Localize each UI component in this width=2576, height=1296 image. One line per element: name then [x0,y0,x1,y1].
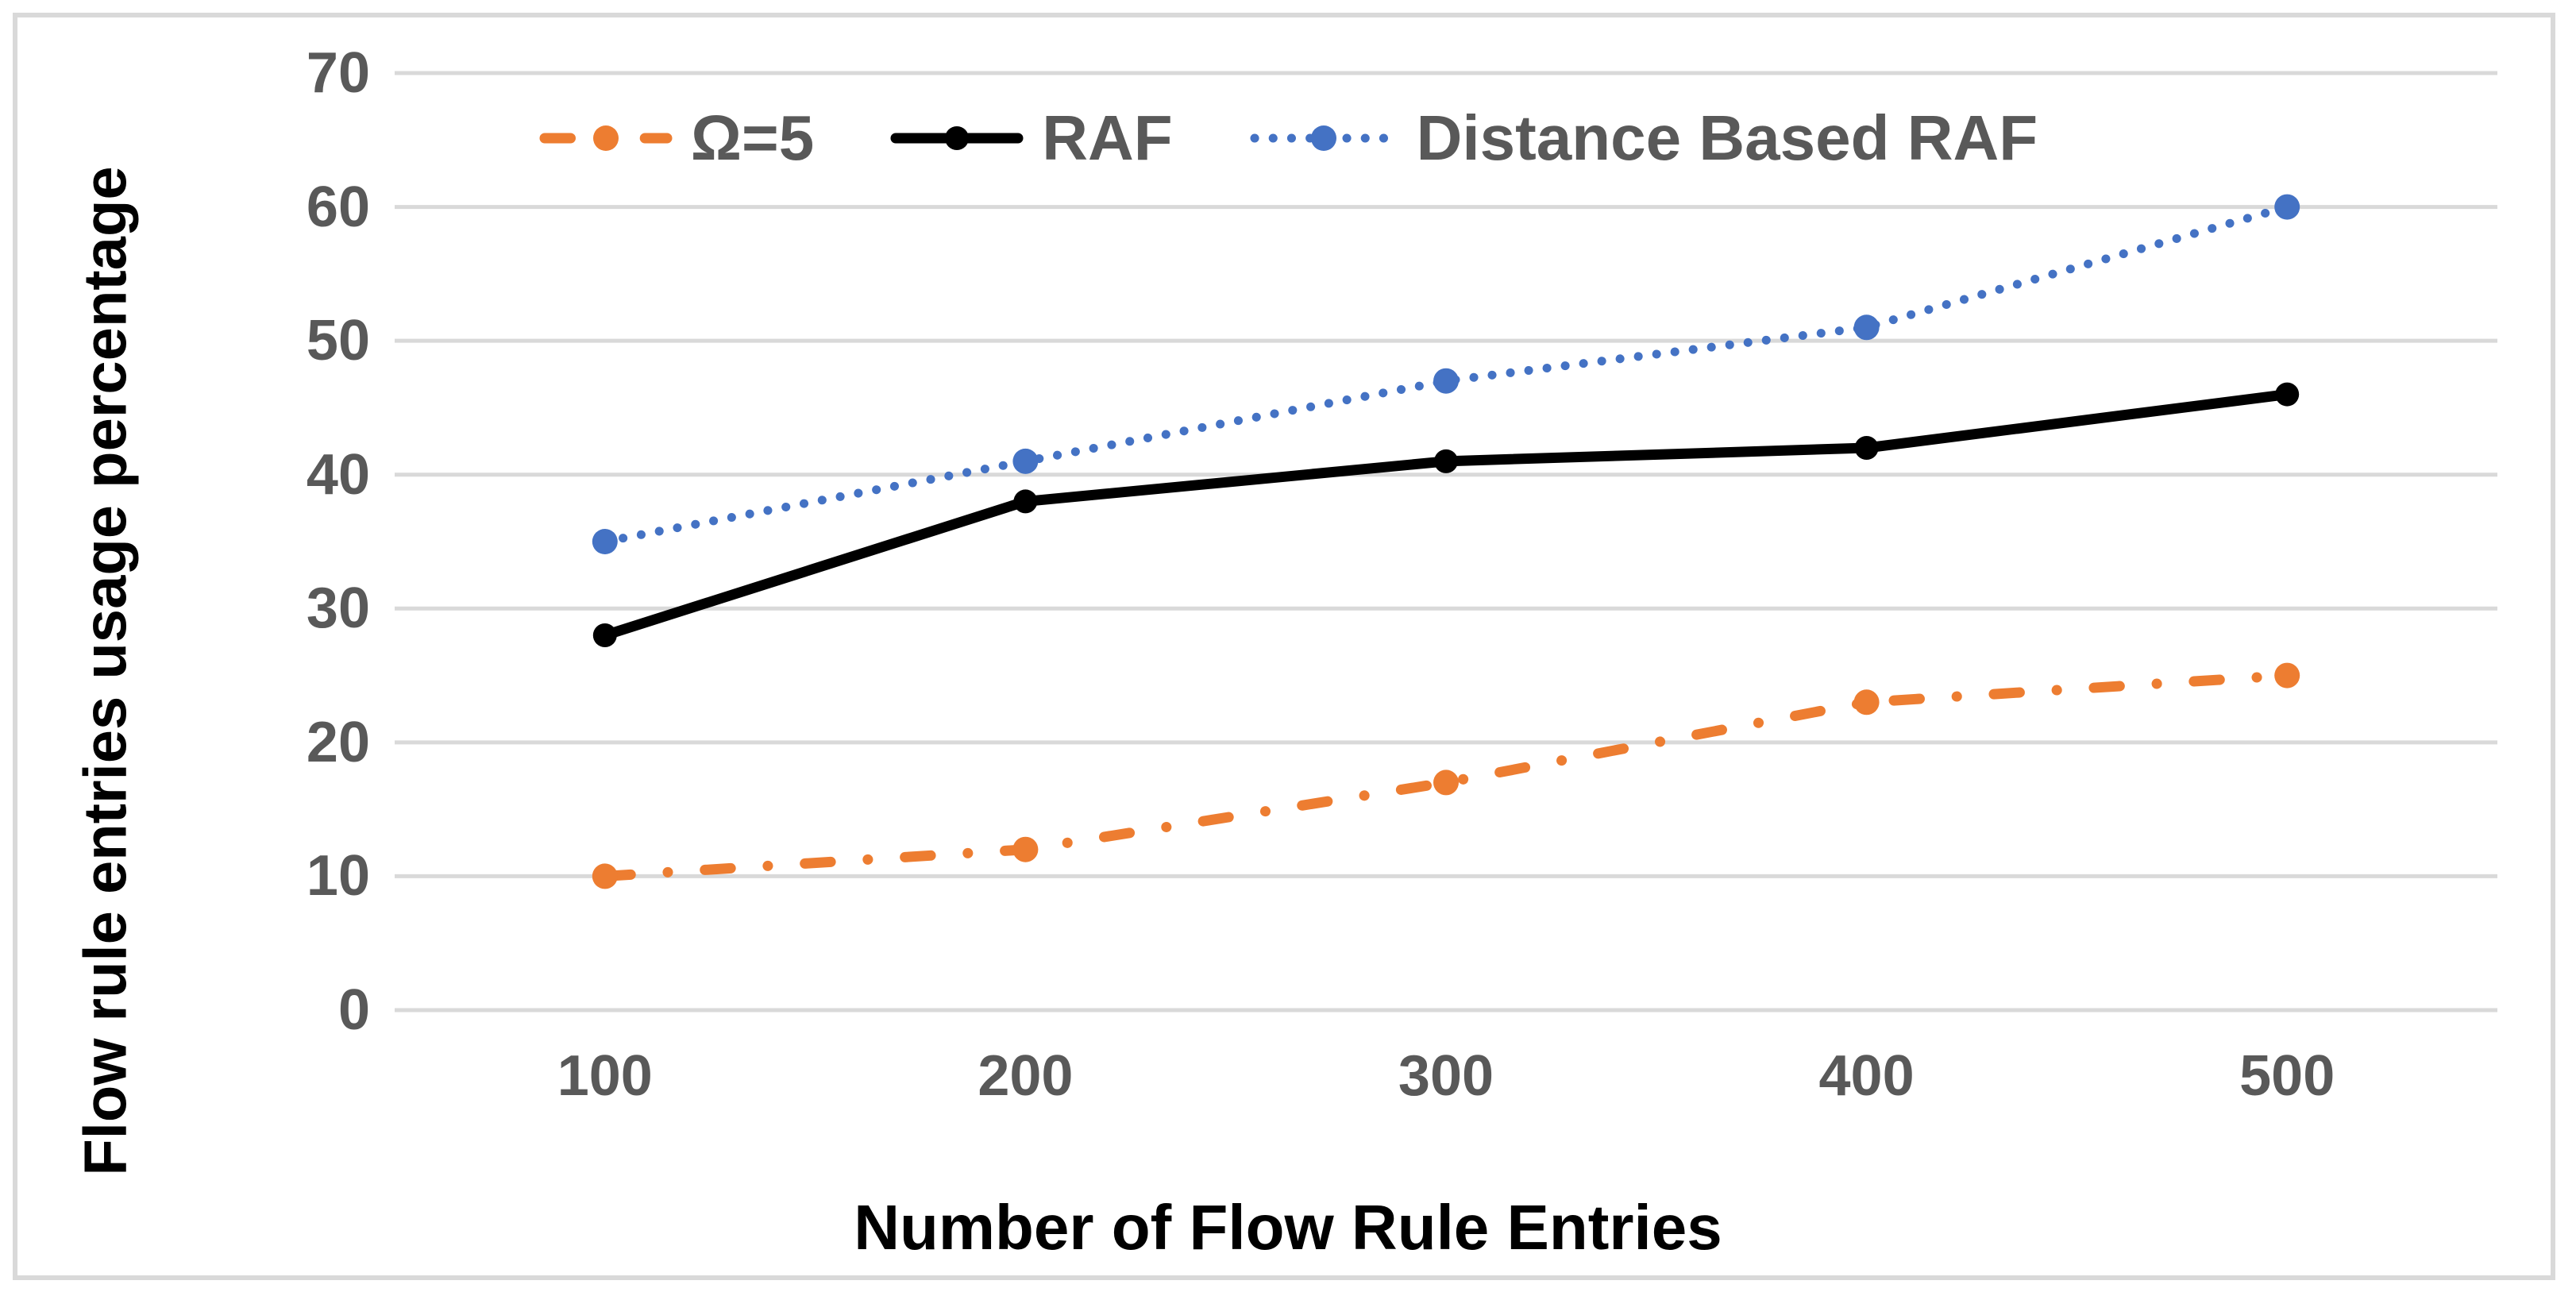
x-tick-label-300: 300 [1398,1044,1494,1108]
y-tick-label-30: 30 [306,577,370,641]
data-point-marker [1853,314,1880,341]
y-tick-label-50: 50 [306,309,370,373]
series-line-1 [600,389,2293,641]
data-point-marker [592,529,618,554]
data-point-marker [2274,662,2300,688]
data-point-marker [592,623,617,647]
data-point-marker [1433,770,1459,796]
data-point-marker [1854,436,1879,460]
data-point-marker [1853,689,1880,716]
data-point-marker [1013,489,1038,514]
solid-line-icon [890,126,1024,150]
legend-item-distance-based-raf: Distance Based RAF [1248,106,2038,170]
legend-item-omega-5: Ω=5 [538,106,814,170]
x-tick-label-100: 100 [557,1044,653,1108]
dotted-line-icon [1250,125,1398,151]
x-tick-label-500: 500 [2239,1044,2335,1108]
y-tick-label-40: 40 [306,442,370,507]
data-point-marker [1433,368,1459,394]
data-point-marker [1434,449,1458,473]
legend-item-raf: RAF [889,102,1173,173]
y-tick-label-70: 70 [306,41,370,105]
data-point-marker [592,863,618,889]
y-axis-title: Flow rule entries usage percentage [71,166,140,1176]
y-tick-label-0: 0 [337,978,370,1042]
data-point-marker [1012,448,1039,474]
legend: Ω=5 RAF Distance Based RAF [0,106,2576,170]
x-tick-label-200: 200 [978,1044,1074,1108]
legend-label-distance-based-raf: Distance Based RAF [1416,102,2038,173]
x-axis-title: Number of Flow Rule Entries [854,1192,1722,1263]
y-tick-label-60: 60 [306,175,370,239]
x-tick-label-400: 400 [1818,1044,1915,1108]
y-tick-label-20: 20 [306,710,370,774]
data-point-marker [1012,836,1039,862]
dash-dot-line-icon [539,125,673,151]
legend-label-omega-5: Ω=5 [690,102,815,173]
data-point-marker [2275,382,2300,407]
y-tick-label-10: 10 [306,844,370,908]
legend-label-raf: RAF [1042,102,1173,173]
series-line-0 [600,670,2293,881]
data-point-marker [2274,194,2300,220]
